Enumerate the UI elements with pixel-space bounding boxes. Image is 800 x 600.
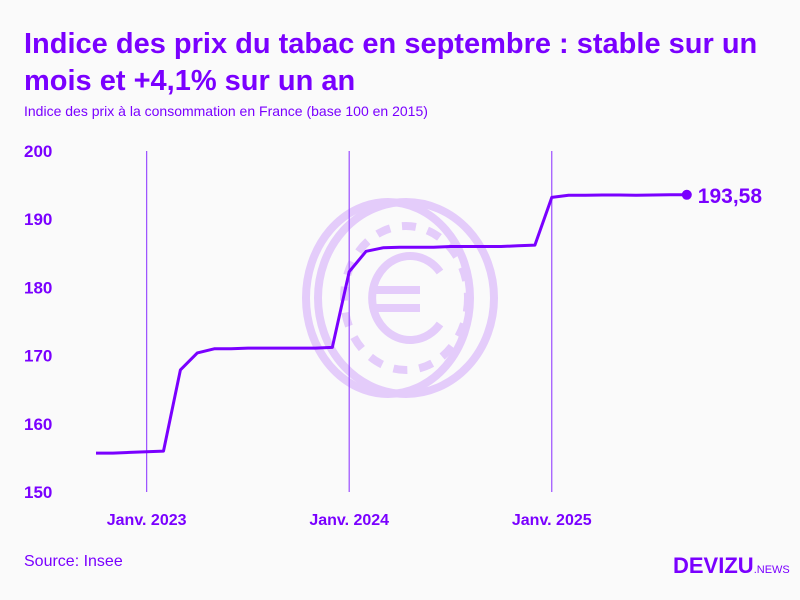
y-tick-label: 170 <box>24 347 52 366</box>
y-tick-label: 160 <box>24 415 52 434</box>
last-point <box>681 189 692 200</box>
chart-title: Indice des prix du tabac en septembre : … <box>24 28 758 97</box>
logo-suffix: .NEWS <box>753 564 790 576</box>
y-tick-label: 190 <box>24 210 52 229</box>
logo-main: DEVIZU <box>673 553 754 578</box>
x-tick-label: Janv. 2025 <box>512 512 592 529</box>
logo: DEVIZU.NEWS <box>673 553 790 579</box>
y-tick-label: 150 <box>24 483 52 502</box>
x-tick-label: Janv. 2024 <box>309 512 389 529</box>
last-value-label: 193,58 <box>698 185 763 208</box>
x-tick-label: Janv. 2023 <box>107 512 187 529</box>
source: Source: Insee <box>24 553 123 570</box>
y-tick-label: 180 <box>24 278 52 297</box>
chart-subtitle: Indice des prix à la consommation en Fra… <box>24 103 428 119</box>
y-tick-label: 200 <box>24 142 52 161</box>
series-line <box>96 193 687 455</box>
euro-coin-watermark-icon <box>302 198 498 398</box>
